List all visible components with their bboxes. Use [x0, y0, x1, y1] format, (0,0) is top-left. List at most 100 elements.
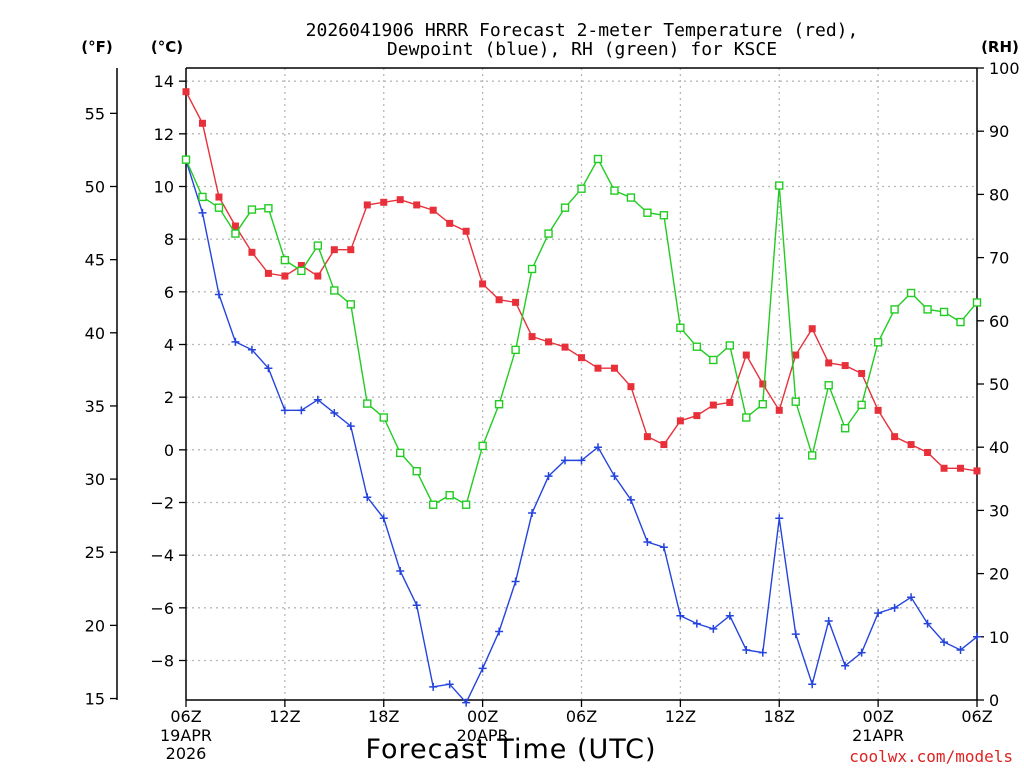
celsius-tick-label: 4	[164, 336, 174, 355]
fahrenheit-tick-label: 50	[85, 178, 105, 197]
dewpoint-point	[462, 698, 471, 707]
grid-lines	[186, 68, 977, 700]
rh-point	[775, 181, 784, 190]
fahrenheit-tick-label: 20	[85, 616, 105, 635]
rh-point	[610, 186, 619, 195]
temperature-point	[231, 222, 239, 230]
rh-point	[198, 192, 207, 202]
rh-tick-label: 90	[989, 122, 1009, 141]
temperature-point	[825, 359, 833, 367]
x-tick-date-label: 19APR	[160, 726, 212, 745]
temperature-point	[198, 119, 206, 127]
temperature-point	[709, 401, 717, 409]
dewpoint-point	[758, 648, 767, 657]
dewpoint-point	[313, 395, 322, 404]
temperature-point	[413, 201, 421, 209]
temperature-point	[660, 441, 668, 449]
rh-point	[560, 203, 570, 212]
temperature-point	[726, 398, 734, 406]
dewpoint-point	[478, 664, 487, 673]
dewpoint-point	[396, 566, 405, 575]
dewpoint-point	[692, 619, 701, 628]
temperature-point	[610, 364, 618, 372]
dewpoint-point	[495, 627, 504, 636]
temperature-point	[578, 354, 585, 362]
celsius-tick-label: 6	[164, 283, 174, 302]
dewpoint-point	[643, 538, 652, 546]
x-tick-date-label: 21APR	[852, 726, 904, 745]
dewpoint-point	[511, 577, 520, 586]
temperature-point	[182, 88, 190, 96]
fahrenheit-tick-label: 25	[85, 543, 105, 562]
rh-tick-label: 30	[989, 501, 1009, 520]
temperature-point	[363, 201, 371, 209]
celsius-tick-label: 2	[164, 388, 174, 407]
temperature-point	[264, 269, 272, 277]
temperature-point	[792, 351, 800, 359]
dewpoint-point	[907, 593, 916, 602]
rh-point	[280, 255, 290, 265]
rh-point	[956, 317, 965, 327]
watermark: coolwx.com/models	[849, 747, 1013, 766]
dewpoint-point	[940, 638, 949, 647]
rh-point	[709, 355, 718, 365]
celsius-tick-label: 8	[164, 230, 174, 249]
temperature-point	[841, 362, 849, 370]
rh-point	[264, 204, 273, 213]
dewpoint-point	[264, 364, 273, 373]
temperature-point	[248, 248, 256, 256]
dewpoint-point	[808, 680, 817, 689]
temperature-point	[429, 206, 437, 214]
dewpoint-point	[610, 472, 619, 481]
dewpoint-point	[659, 543, 668, 552]
rh-point	[725, 341, 735, 350]
rh-point	[214, 203, 224, 212]
dewpoint-point	[363, 493, 372, 502]
temperature-point	[281, 272, 289, 280]
rh-point	[181, 155, 191, 164]
series-layer	[181, 88, 982, 707]
dewpoint-point	[247, 345, 256, 354]
celsius-tick-label: 0	[164, 441, 174, 460]
fahrenheit-tick-label: 35	[85, 397, 105, 416]
rh-point	[330, 286, 339, 295]
dewpoint-point	[561, 456, 570, 465]
rh-point	[923, 305, 932, 314]
rh-point	[297, 266, 306, 276]
celsius-tick-label: −2	[150, 494, 174, 513]
temperature-point	[314, 272, 322, 280]
temperature-point	[528, 333, 536, 341]
x-tick-label: 06Z	[170, 707, 201, 726]
rh-point	[939, 307, 949, 317]
rh-tick-label: 40	[989, 438, 1009, 457]
x-tick-label: 00Z	[467, 707, 498, 726]
dewpoint-point	[297, 406, 306, 415]
rh-point	[890, 305, 899, 314]
rh-point	[857, 400, 866, 410]
x-tick-year-label: 2026	[166, 744, 207, 763]
rh-point	[231, 229, 240, 238]
rh-point	[758, 400, 767, 409]
temperature-point	[479, 280, 487, 288]
rh-tick-label: 20	[989, 565, 1009, 584]
temperature-point	[957, 464, 965, 472]
dewpoint-point	[280, 406, 289, 415]
rh-tick-label: 70	[989, 249, 1009, 268]
rh-point	[247, 205, 257, 214]
rh-point	[808, 451, 817, 460]
fahrenheit-tick-label: 15	[85, 690, 105, 709]
temperature-point	[347, 246, 355, 254]
temperature-point	[330, 246, 338, 254]
dewpoint-point	[973, 632, 981, 641]
temperature-point	[759, 380, 767, 388]
fahrenheit-tick-label: 40	[85, 324, 105, 343]
rh-tick-label: 60	[989, 312, 1009, 331]
rh-point	[659, 211, 669, 220]
dewpoint-point	[824, 617, 833, 625]
dewpoint-point	[379, 514, 388, 523]
series-temperature	[182, 88, 981, 475]
rh-point	[972, 298, 982, 307]
fahrenheit-tick-label: 30	[85, 470, 105, 489]
rh-point	[593, 154, 603, 164]
dewpoint-point	[577, 456, 586, 465]
